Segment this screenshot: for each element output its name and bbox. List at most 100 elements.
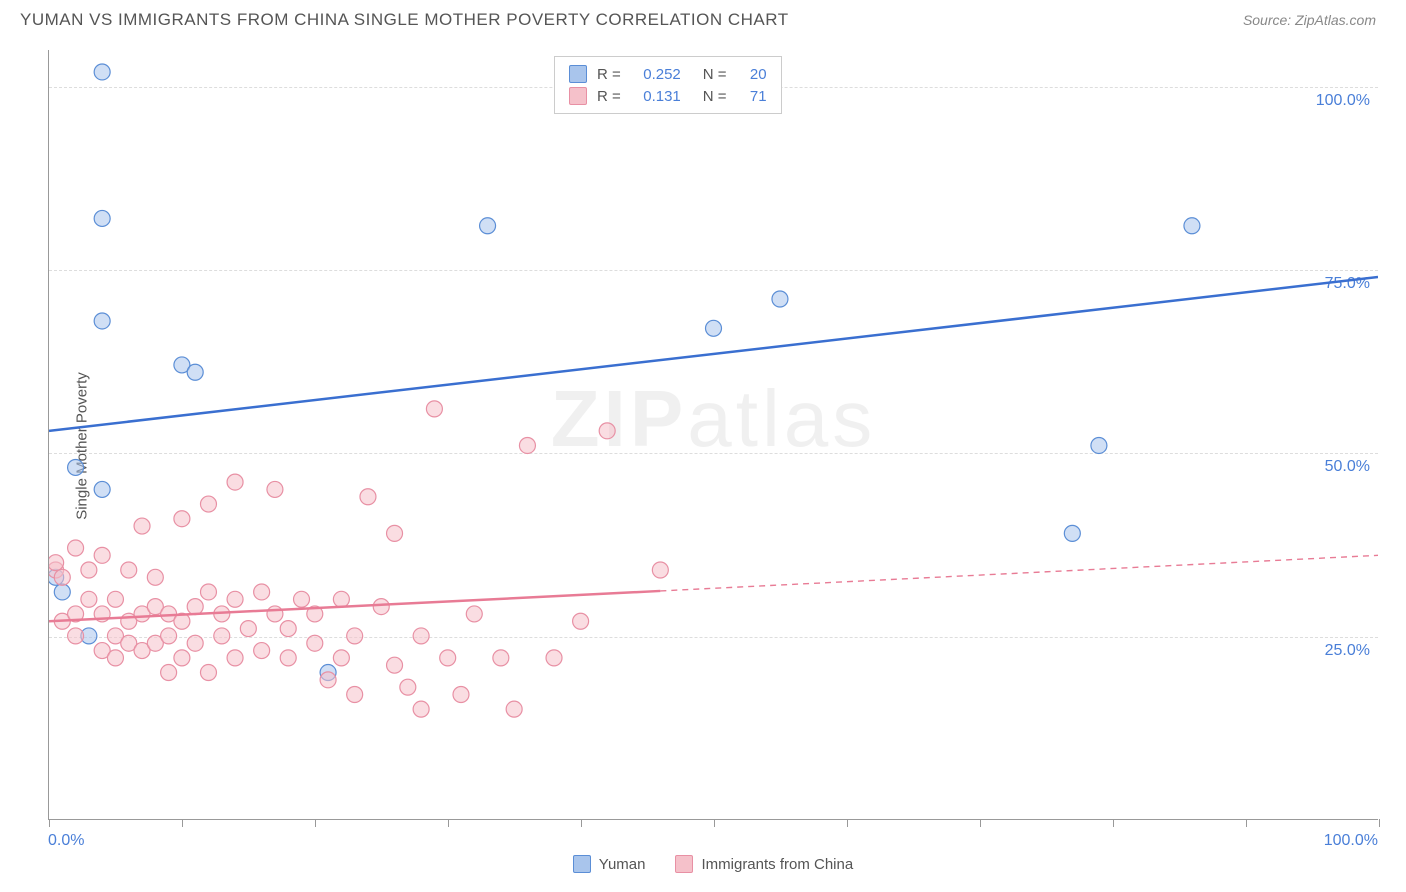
data-point (480, 218, 496, 234)
n-label: N = (703, 66, 727, 83)
data-point (267, 606, 283, 622)
data-point (1064, 525, 1080, 541)
x-tick (581, 819, 582, 827)
data-point (187, 635, 203, 651)
data-point (54, 569, 70, 585)
trend-line-dashed (660, 555, 1378, 591)
n-value: 71 (737, 88, 767, 105)
x-tick (49, 819, 50, 827)
data-point (49, 555, 64, 571)
data-point (426, 401, 442, 417)
legend-item: Immigrants from China (675, 855, 853, 873)
data-point (1091, 437, 1107, 453)
data-point (320, 672, 336, 688)
data-point (161, 628, 177, 644)
data-point (413, 628, 429, 644)
data-point (1184, 218, 1200, 234)
data-point (121, 562, 137, 578)
scatter-svg (49, 50, 1378, 819)
legend-label: Yuman (599, 856, 646, 873)
data-point (68, 540, 84, 556)
data-point (174, 650, 190, 666)
data-point (81, 591, 97, 607)
legend-swatch (569, 65, 587, 83)
data-point (227, 591, 243, 607)
data-point (307, 635, 323, 651)
data-point (187, 599, 203, 615)
data-point (227, 474, 243, 490)
data-point (107, 591, 123, 607)
correlation-legend: R = 0.252 N = 20R = 0.131 N = 71 (554, 56, 782, 114)
data-point (652, 562, 668, 578)
correlation-legend-row: R = 0.252 N = 20 (569, 63, 767, 85)
r-label: R = (597, 66, 621, 83)
data-point (94, 547, 110, 563)
n-label: N = (703, 88, 727, 105)
data-point (94, 210, 110, 226)
data-point (466, 606, 482, 622)
data-point (134, 518, 150, 534)
data-point (506, 701, 522, 717)
data-point (174, 511, 190, 527)
data-point (400, 679, 416, 695)
data-point (294, 591, 310, 607)
data-point (706, 320, 722, 336)
data-point (254, 643, 270, 659)
x-tick (847, 819, 848, 827)
data-point (161, 665, 177, 681)
chart-source: Source: ZipAtlas.com (1243, 12, 1376, 28)
r-value: 0.252 (631, 66, 681, 83)
data-point (387, 657, 403, 673)
x-tick (182, 819, 183, 827)
data-point (240, 621, 256, 637)
data-point (387, 525, 403, 541)
data-point (227, 650, 243, 666)
data-point (546, 650, 562, 666)
data-point (200, 584, 216, 600)
x-tick (1246, 819, 1247, 827)
data-point (599, 423, 615, 439)
data-point (254, 584, 270, 600)
chart-header: YUMAN VS IMMIGRANTS FROM CHINA SINGLE MO… (0, 0, 1406, 35)
x-axis-labels: 0.0% 100.0% (48, 832, 1378, 850)
plot-area: ZIPatlas 25.0%50.0%75.0%100.0%R =0.252N … (48, 50, 1378, 820)
data-point (94, 313, 110, 329)
correlation-legend-row: R =0.131N =71 (569, 85, 767, 107)
data-point (493, 650, 509, 666)
legend-swatch (675, 855, 693, 873)
data-point (333, 591, 349, 607)
data-point (68, 628, 84, 644)
data-point (453, 687, 469, 703)
data-point (147, 569, 163, 585)
data-point (54, 584, 70, 600)
legend-swatch (569, 87, 587, 105)
data-point (373, 599, 389, 615)
data-point (333, 650, 349, 666)
x-tick (315, 819, 316, 827)
data-point (440, 650, 456, 666)
x-tick (1113, 819, 1114, 827)
data-point (187, 364, 203, 380)
data-point (214, 628, 230, 644)
data-point (347, 628, 363, 644)
chart-title: YUMAN VS IMMIGRANTS FROM CHINA SINGLE MO… (20, 10, 789, 30)
x-tick (714, 819, 715, 827)
data-point (413, 701, 429, 717)
bottom-legend: Yuman Immigrants from China (48, 855, 1378, 873)
data-point (573, 613, 589, 629)
r-value: 0.131 (631, 88, 681, 105)
data-point (81, 562, 97, 578)
x-tick (448, 819, 449, 827)
data-point (360, 489, 376, 505)
n-value: 20 (737, 66, 767, 83)
legend-item: Yuman (573, 855, 646, 873)
x-min-label: 0.0% (48, 832, 84, 850)
data-point (519, 437, 535, 453)
data-point (772, 291, 788, 307)
trend-line (49, 277, 1378, 431)
x-max-label: 100.0% (1324, 832, 1378, 850)
data-point (200, 665, 216, 681)
data-point (94, 481, 110, 497)
legend-label: Immigrants from China (701, 856, 853, 873)
legend-swatch (573, 855, 591, 873)
